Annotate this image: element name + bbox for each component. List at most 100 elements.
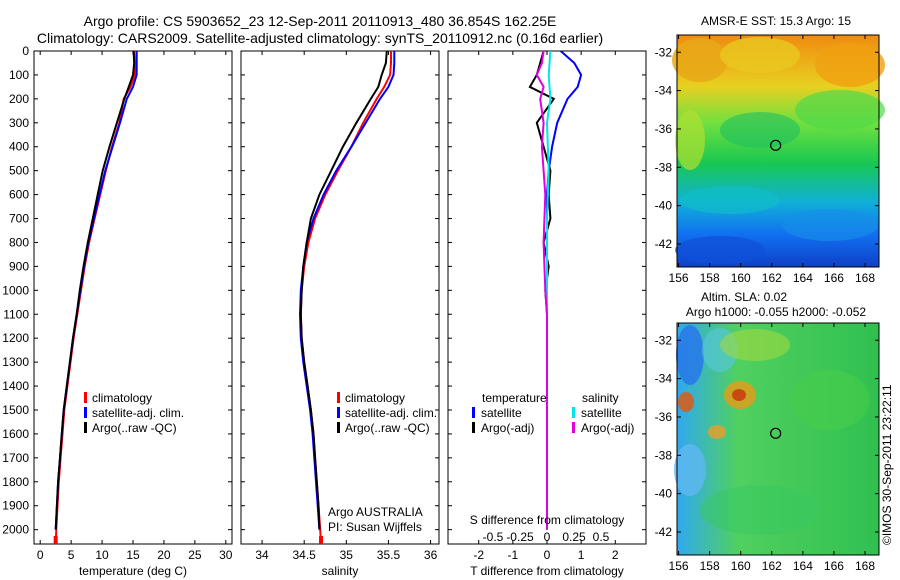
s-tick-label: 0.25: [562, 530, 586, 544]
sst-map-frame: [676, 34, 880, 268]
depth-tick-label: 200: [9, 92, 29, 106]
s-tick-label: -0.5: [483, 530, 504, 544]
x-tick-label: 15: [126, 548, 140, 562]
legend-label: climatology: [345, 391, 405, 405]
legend-swatch-satellite: [84, 407, 87, 418]
climatology-end-marker: [53, 536, 58, 544]
x-tick-label: 34: [255, 548, 269, 562]
sst-map-axes: 156 158 160 162 164 166 168 -32 -34 -36 -38 -40 -42: [655, 35, 879, 285]
salinity-x-label: salinity: [322, 564, 359, 578]
sla-map-frame: [676, 322, 880, 556]
sla-map-image: [674, 323, 879, 555]
depth-tick-label: 1900: [2, 499, 29, 513]
map-y-tick-label: -36: [655, 122, 673, 136]
legend-swatch-argo: [84, 422, 87, 433]
map-y-tick-label: -34: [655, 372, 673, 386]
depth-tick-label: 1700: [2, 451, 29, 465]
x-tick-label: 0: [37, 548, 44, 562]
sla-map-title: Altim. SLA: 0.02: [701, 290, 787, 304]
legend-swatch-satellite: [337, 407, 340, 418]
depth-tick-label: 500: [9, 164, 29, 178]
legend-heading-temperature: temperature: [482, 391, 547, 405]
legend-swatch-climatology: [337, 392, 340, 403]
map-x-tick-label: 158: [700, 271, 720, 285]
argo-location-circle: [770, 139, 782, 151]
map-x-tick-label: 156: [669, 271, 689, 285]
depth-tick-label: 2000: [2, 523, 29, 537]
salinity-plot-frame: [240, 50, 440, 545]
x-tick-label: 1: [578, 548, 585, 562]
depth-tick-label: 1500: [2, 403, 29, 417]
temperature-x-label: temperature (deg C): [79, 564, 187, 578]
s-tick-label: -0.25: [506, 530, 534, 544]
depth-tick-label: 100: [9, 68, 29, 82]
climatology-end-marker: [319, 536, 324, 544]
depth-tick-label: 900: [9, 259, 29, 273]
t-difference-x-axis: -2 -1 0 1 2: [473, 51, 619, 562]
map-x-tick-label: 164: [793, 271, 813, 285]
sla-argo-location-marker: [770, 427, 782, 439]
argo-location-circle: [770, 427, 782, 439]
difference-legend: temperature salinity satellite Argo(-adj…: [472, 391, 634, 435]
map-x-tick-label: 166: [824, 559, 844, 573]
map-y-tick-label: -40: [655, 199, 673, 213]
x-tick-label: 5: [68, 548, 75, 562]
legend-swatch-temp-argo: [472, 422, 475, 433]
salinity-panel: 34 34.5 35 35.5 36 salinity climatology sate…: [240, 50, 440, 578]
s-tick-label: 0.5: [593, 530, 610, 544]
depth-tick-label: 700: [9, 212, 29, 226]
legend-heading-salinity: salinity: [582, 391, 619, 405]
sla-map-subtitle: Argo h1000: -0.055 h2000: -0.052: [686, 305, 866, 319]
depth-tick-label: 0: [22, 44, 29, 58]
depth-tick-label: 600: [9, 188, 29, 202]
difference-depth-ticks: [448, 50, 646, 531]
x-tick-label: 2: [612, 548, 619, 562]
series-line: [54, 50, 136, 530]
x-tick-label: 0: [544, 548, 551, 562]
temperature-x-axis: 0 5 10 15 20 25 30: [37, 51, 233, 562]
depth-tick-label: 800: [9, 235, 29, 249]
map-x-tick-label: 160: [731, 271, 751, 285]
depth-tick-label: 300: [9, 116, 29, 130]
salinity-legend: climatology satellite-adj. clim. Argo(..…: [337, 391, 437, 435]
map-x-tick-label: 160: [731, 559, 751, 573]
map-x-tick-label: 162: [762, 271, 782, 285]
sst-map-title: AMSR-E SST: 15.3 Argo: 15: [701, 14, 851, 28]
legend-swatch-argo: [337, 422, 340, 433]
sst-map-image: [672, 35, 885, 267]
t-difference-label: T difference from climatology: [470, 564, 624, 578]
series-line: [545, 50, 552, 530]
map-x-tick-label: 158: [700, 559, 720, 573]
map-x-tick-label: 168: [855, 559, 875, 573]
header-line-2: Climatology: CARS2009. Satellite-adjuste…: [36, 30, 604, 46]
s-difference-label: S difference from climatology: [470, 513, 625, 527]
depth-tick-label: 1600: [2, 427, 29, 441]
map-x-tick-label: 168: [855, 271, 875, 285]
legend-label: Argo(..raw -QC): [345, 421, 430, 435]
sla-map-panel: Altim. SLA: 0.02 Argo h1000: -0.055 h200…: [655, 290, 880, 573]
legend-label: satellite-adj. clim.: [345, 406, 437, 420]
s-difference-axis: -0.5 -0.25 0 0.25 0.5: [483, 530, 610, 544]
salinity-x-axis: 34 34.5 35 35.5 36: [255, 51, 438, 562]
legend-label: Argo(..raw -QC): [92, 421, 177, 435]
imos-credit: ©IMOS 30-Sep-2011 23:22:11: [880, 384, 894, 545]
map-y-tick-label: -38: [655, 448, 673, 462]
legend-swatch-climatology: [84, 392, 87, 403]
depth-tick-label: 400: [9, 140, 29, 154]
argo-annotation-2: PI: Susan Wijffels: [328, 520, 422, 534]
x-tick-label: 25: [188, 548, 202, 562]
legend-swatch-sal-argo: [572, 422, 575, 433]
series-line: [299, 50, 388, 530]
map-y-tick-label: -36: [655, 410, 673, 424]
x-tick-label: 30: [219, 548, 233, 562]
header-line-1: Argo profile: CS 5903652_23 12-Sep-2011 …: [83, 13, 557, 29]
sst-map-panel: AMSR-E SST: 15.3 Argo: 15 156 158 160 162 16…: [655, 14, 885, 285]
temperature-plot-frame: [33, 50, 233, 545]
difference-profiles: [528, 50, 583, 530]
depth-tick-label: 1400: [2, 379, 29, 393]
salinity-profiles: [298, 50, 396, 545]
difference-panel: -2 -1 0 1 2 -0.5 -0.25 0 0.25 0.5 S difference f…: [447, 50, 647, 578]
x-tick-label: 35: [340, 548, 354, 562]
legend-label: satellite: [481, 406, 522, 420]
